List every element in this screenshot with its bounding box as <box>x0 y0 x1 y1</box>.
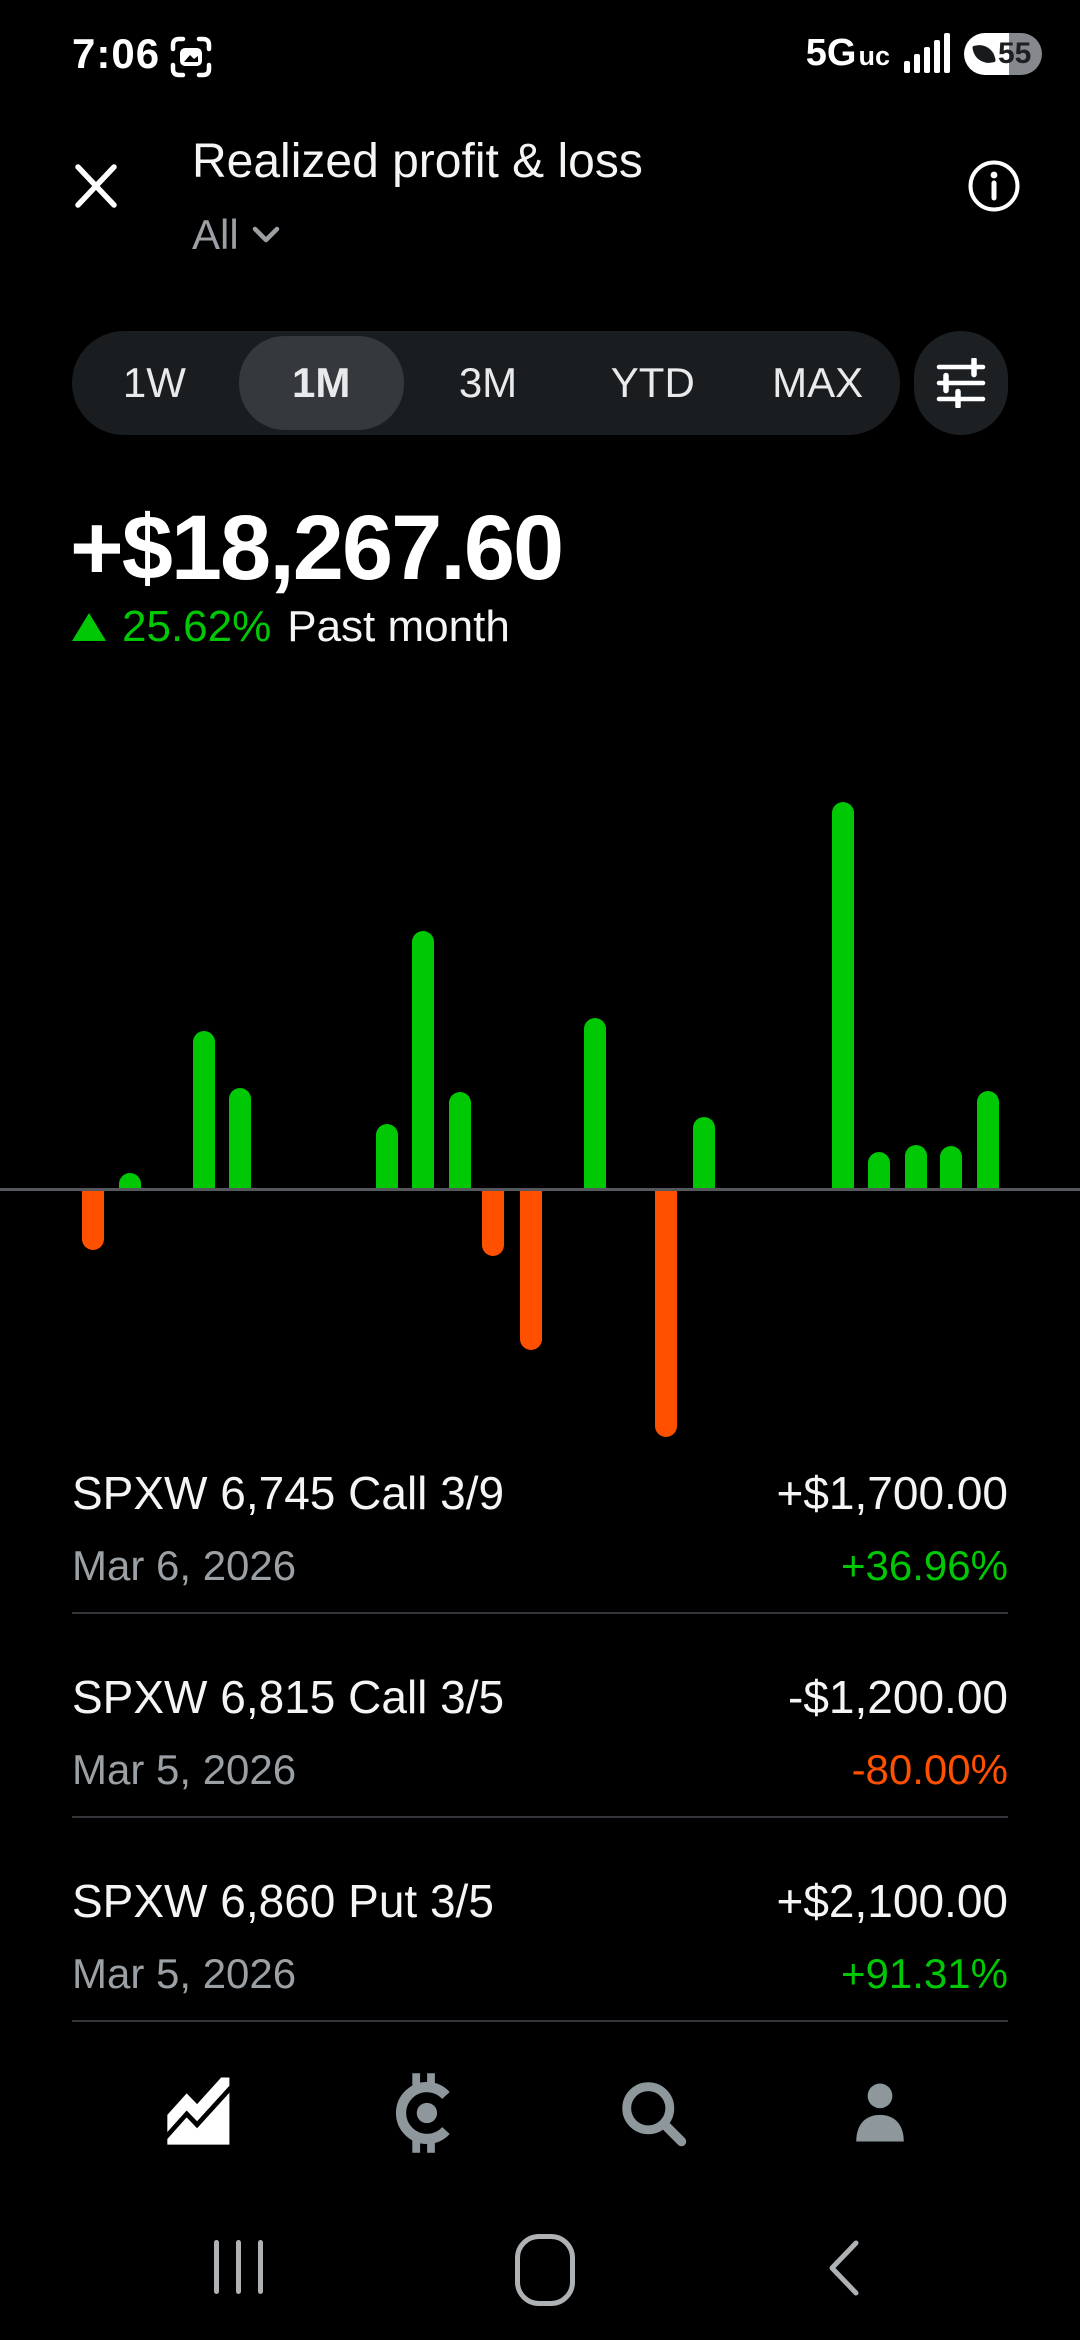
trade-name: SPXW 6,745 Call 3/9 <box>72 1467 505 1519</box>
trade-date: Mar 6, 2026 <box>72 1542 297 1589</box>
trade-percent: +91.31% <box>841 1950 1008 1997</box>
crypto-coin-icon <box>395 2073 450 2153</box>
tab-1m[interactable]: 1M <box>238 336 404 430</box>
time-range-tabs: 1W 1M 3M YTD MAX <box>72 331 900 435</box>
chart-bar <box>584 1018 606 1188</box>
trade-amount: -$1,200.00 <box>788 1671 1008 1723</box>
chart-bar <box>940 1146 962 1188</box>
nav-profile[interactable] <box>820 2058 940 2168</box>
row-divider <box>72 1816 1008 1818</box>
clock: 7:06 <box>72 30 161 77</box>
chart-bar <box>868 1152 890 1188</box>
trade-row[interactable]: SPXW 6,815 Call 3/5 Mar 5, 2026 -$1,200.… <box>72 1668 1008 1872</box>
chart-baseline <box>0 1188 1080 1191</box>
battery-indicator: 55 <box>964 32 1042 75</box>
trade-date: Mar 5, 2026 <box>72 1746 297 1793</box>
trade-percent: +36.96% <box>841 1542 1008 1589</box>
trade-name: SPXW 6,860 Put 3/5 <box>72 1875 494 1927</box>
total-realized-pl: +$18,267.60 <box>70 497 564 599</box>
battery-saver-leaf-icon <box>972 41 996 66</box>
period-label: Past month <box>287 602 510 651</box>
chevron-down-icon <box>252 226 279 243</box>
chart-bar <box>82 1190 104 1250</box>
account-filter-value: All <box>192 211 239 258</box>
signal-strength-icon <box>904 32 950 73</box>
pl-bar-chart[interactable] <box>0 780 1080 1460</box>
row-divider <box>72 2020 1008 2022</box>
trade-row[interactable]: SPXW 6,745 Call 3/9 Mar 6, 2026 +$1,700.… <box>72 1464 1008 1668</box>
network-type: 5G <box>805 32 857 74</box>
change-percent: 25.62% <box>122 602 272 651</box>
trade-row[interactable]: SPXW 6,860 Put 3/5 Mar 5, 2026 +$2,100.0… <box>72 1872 1008 2076</box>
chart-bar <box>229 1088 251 1188</box>
nav-crypto[interactable] <box>366 2058 486 2168</box>
chart-bar <box>655 1190 677 1437</box>
screen-capture-icon <box>170 36 212 78</box>
chart-bar <box>376 1124 398 1188</box>
status-bar: 7:06 5G uc 55 <box>0 26 1080 86</box>
back-button[interactable] <box>822 2238 866 2298</box>
trade-date: Mar 5, 2026 <box>72 1950 297 1997</box>
bottom-navigation <box>139 2058 940 2168</box>
page-title: Realized profit & loss <box>192 135 643 188</box>
chart-bar <box>832 802 854 1188</box>
chart-bar <box>693 1117 715 1188</box>
tab-3m[interactable]: 3M <box>458 359 518 406</box>
tab-ytd[interactable]: YTD <box>610 359 695 406</box>
network-suffix: uc <box>858 41 890 71</box>
account-filter-dropdown[interactable]: All <box>192 211 643 259</box>
chart-bar <box>905 1145 927 1188</box>
chart-bar <box>977 1091 999 1188</box>
nav-investing[interactable] <box>139 2058 259 2168</box>
chart-bar <box>193 1031 215 1188</box>
home-button[interactable] <box>515 2234 575 2306</box>
chart-settings-button[interactable] <box>914 331 1008 435</box>
magnifier-icon <box>622 2082 687 2147</box>
sliders-icon <box>936 358 986 408</box>
chart-bar <box>119 1173 141 1188</box>
close-icon[interactable] <box>70 160 122 212</box>
chart-bar <box>482 1190 504 1256</box>
recents-button[interactable] <box>214 2240 263 2294</box>
line-chart-icon <box>167 2077 230 2145</box>
battery-percent: 55 <box>998 36 1032 70</box>
chart-bar <box>449 1092 471 1188</box>
chart-bar <box>520 1190 542 1350</box>
chart-bar <box>412 931 434 1188</box>
trade-amount: +$1,700.00 <box>776 1467 1008 1519</box>
tab-max[interactable]: MAX <box>772 359 864 406</box>
trade-name: SPXW 6,815 Call 3/5 <box>72 1671 505 1723</box>
info-icon[interactable] <box>966 158 1022 214</box>
triangle-up-icon <box>72 613 106 641</box>
trade-amount: +$2,100.00 <box>776 1875 1008 1927</box>
trade-percent: -80.00% <box>851 1746 1008 1793</box>
row-divider <box>72 1612 1008 1614</box>
android-navigation-bar <box>0 2228 1080 2308</box>
person-icon <box>856 2083 904 2142</box>
network-indicator: 5G uc <box>806 32 890 75</box>
nav-search[interactable] <box>593 2058 713 2168</box>
tab-1w[interactable]: 1W <box>122 359 186 406</box>
